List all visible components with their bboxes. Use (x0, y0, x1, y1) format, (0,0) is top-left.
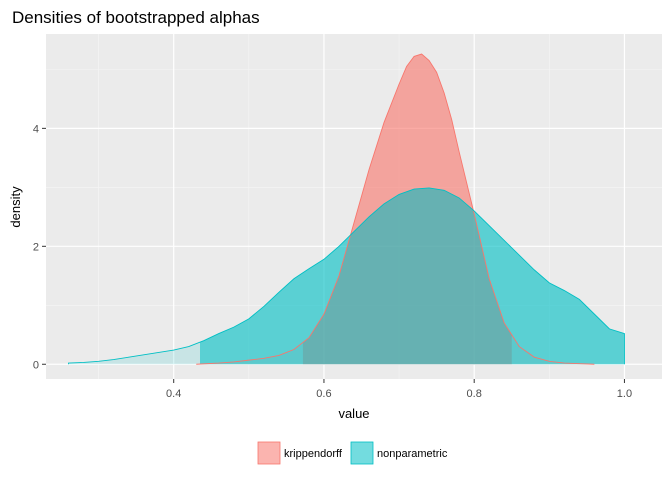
x-axis: 0.4 0.6 0.8 1.0 (166, 379, 632, 400)
legend: krippendorff nonparametric (257, 441, 448, 465)
x-tick-label: 0.4 (166, 388, 181, 400)
legend-label-nonparametric: nonparametric (377, 448, 448, 460)
plot-panel (46, 34, 662, 379)
density-areas (68, 53, 625, 365)
chart-title: Densities of bootstrapped alphas (12, 8, 260, 27)
legend-swatch-krippendorff (257, 441, 281, 465)
density-line-nonparametric (68, 187, 625, 365)
legend-swatch-nonparametric (350, 441, 374, 465)
y-tick-label: 2 (33, 241, 39, 253)
y-tick-label: 4 (33, 123, 39, 135)
density-line-krippendorff (196, 53, 595, 365)
legend-label-krippendorff: krippendorff (284, 448, 343, 460)
x-tick-label: 0.6 (316, 388, 331, 400)
density-interval-nonparametric (200, 187, 625, 365)
x-tick-label: 0.8 (467, 388, 482, 400)
x-axis-title: value (338, 406, 369, 421)
x-tick-label: 1.0 (617, 388, 632, 400)
y-axis-title: density (8, 186, 23, 228)
y-tick-label: 0 (33, 359, 39, 371)
y-axis: 0 2 4 (33, 123, 46, 371)
